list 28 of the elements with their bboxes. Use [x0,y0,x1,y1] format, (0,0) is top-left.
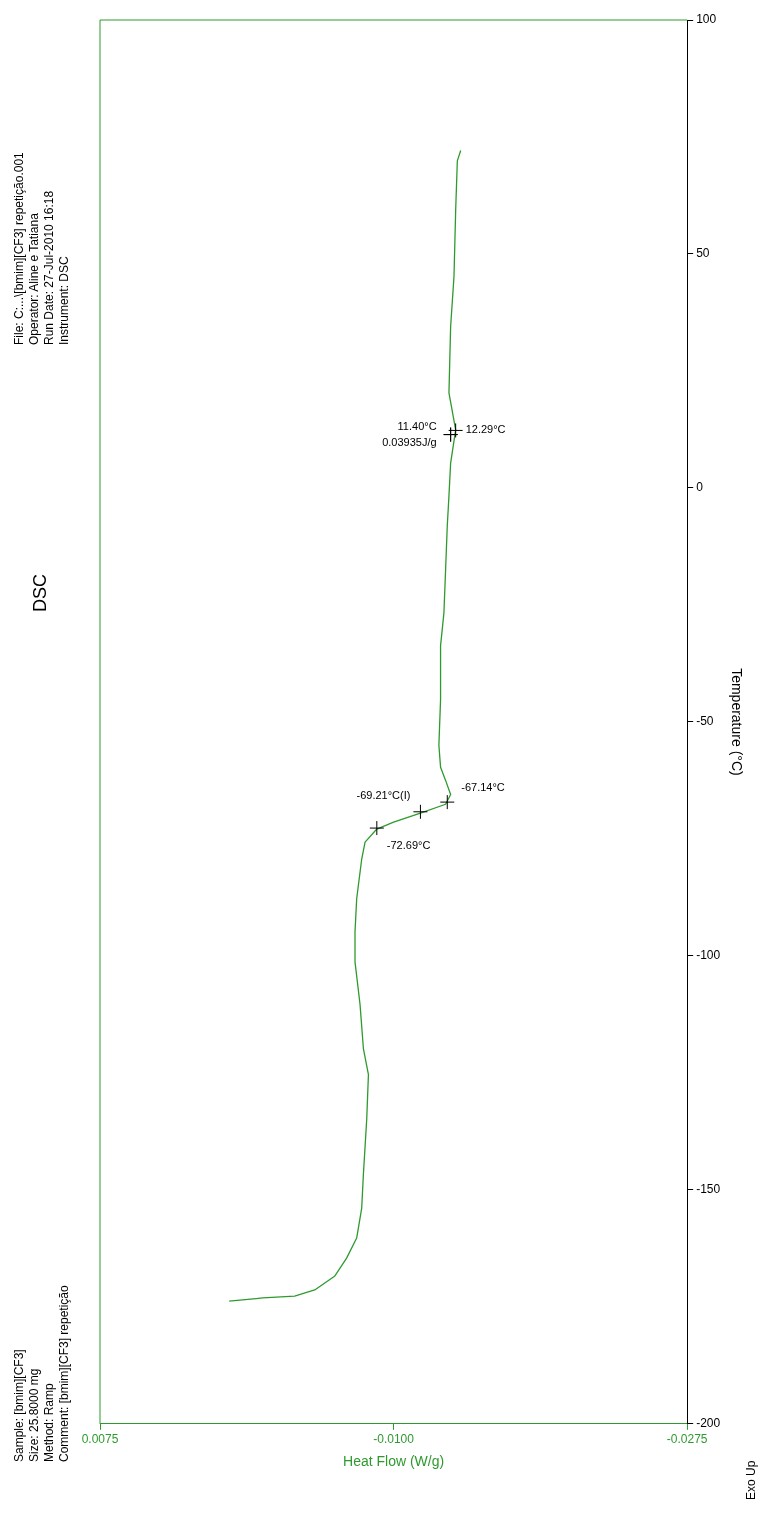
y-tick-label: -150 [696,1182,721,1197]
x-tick-label: 0.0075 [81,1432,119,1447]
annotation: 11.40°C [397,419,437,432]
text: DSC [30,573,50,612]
text: Size: 25.8000 mg [27,1367,42,1462]
x-axis-title: Heat Flow (W/g) [343,1453,445,1470]
text: Operator: Aline e Tatiana [27,212,42,345]
y-tick-label: 50 [696,246,710,261]
y-tick-label: -200 [696,1416,721,1431]
x-tick-label: -0.0275 [666,1432,708,1447]
y-axis-title: Temperature (°C) [728,668,745,776]
y-tick-label: -50 [696,714,714,729]
annotation: -69.21°C(I) [356,788,411,801]
text: Instrument: DSC [57,255,72,345]
annotation: -67.14°C [461,781,505,794]
text: File: C:...\[bmim][CF3] repetição.001 [12,152,27,345]
annotation: 12.29°C [465,423,506,436]
y-tick-label: 0 [696,480,704,495]
text: Run Date: 27-Jul-2010 16:18 [42,189,57,345]
annotation: -72.69°C [386,839,431,852]
text: Exo Up [744,1460,759,1500]
annotation: 0.03935J/g [382,435,437,448]
text: Method: Ramp [42,1382,57,1462]
text: Sample: [bmim][CF3] [12,1348,27,1462]
x-tick-label: -0.0100 [373,1432,415,1447]
text: Comment: [bmim][CF3] repetição [57,1285,72,1462]
y-tick-label: -100 [696,948,721,963]
y-tick-label: 100 [696,12,717,27]
